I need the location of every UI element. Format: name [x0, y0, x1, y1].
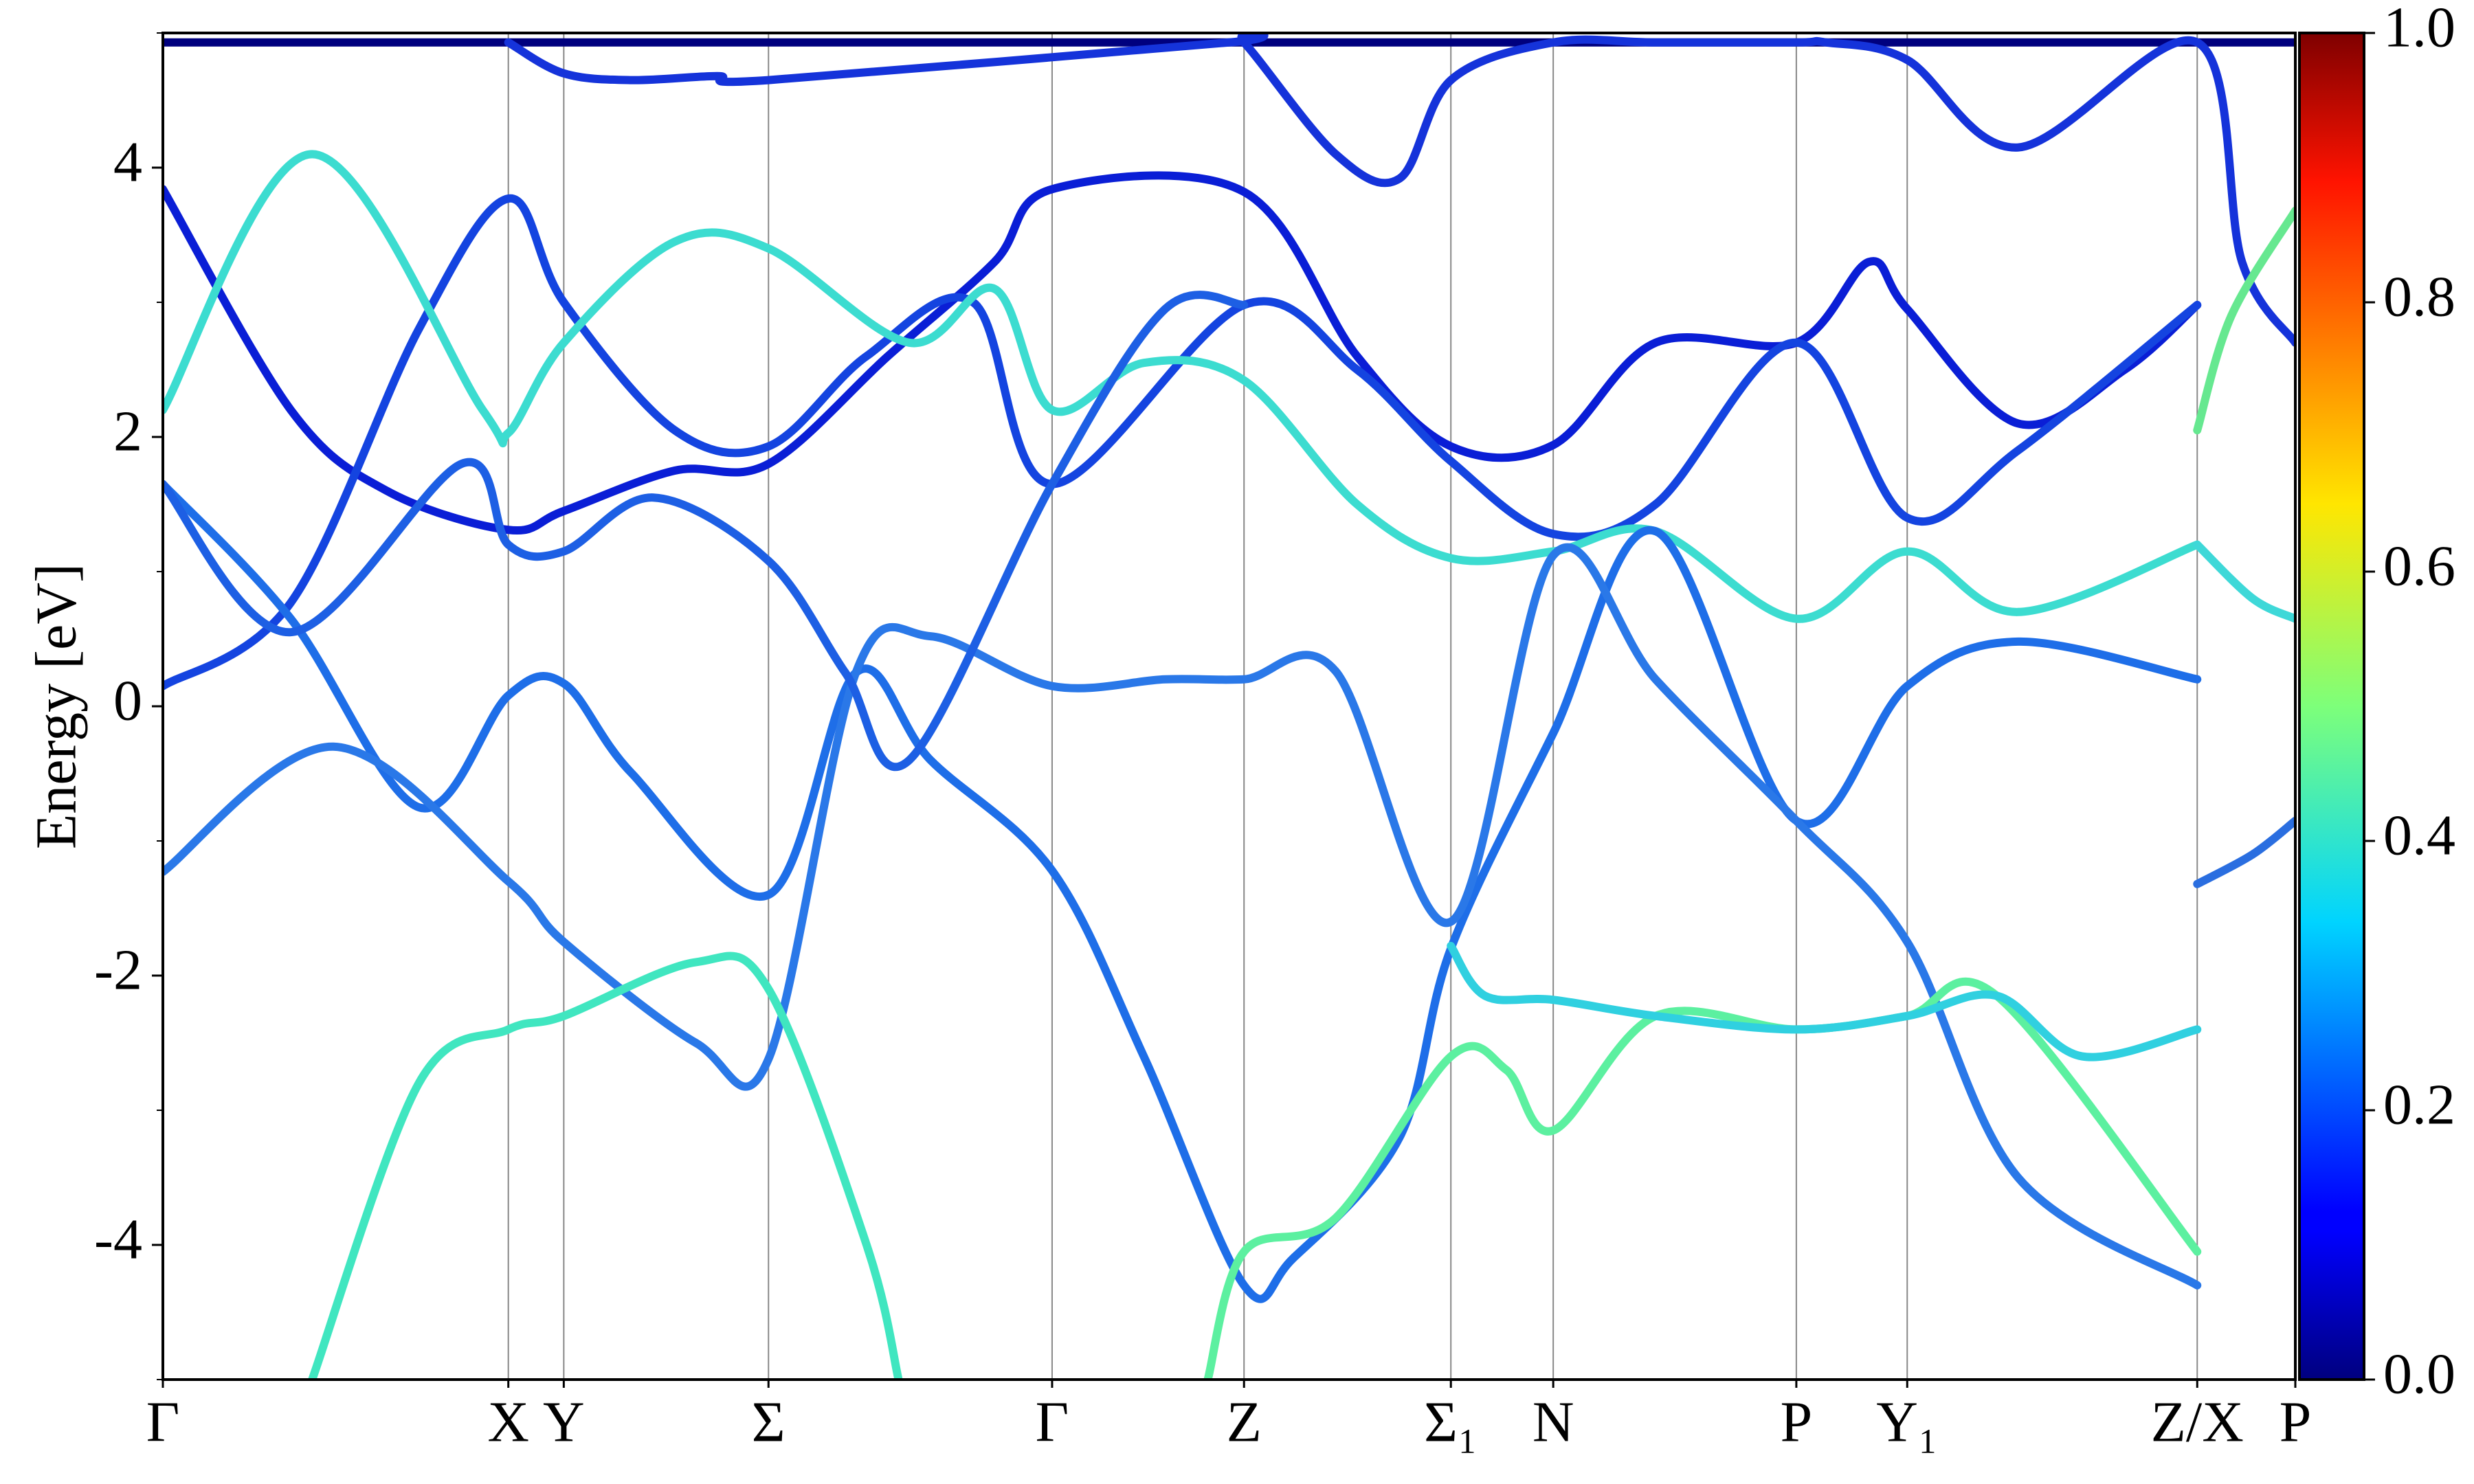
y-axis-label: Energy [eV] — [24, 563, 88, 849]
band-line — [2193, 816, 2295, 888]
band-line — [504, 33, 2295, 347]
x-tick-label: P — [1781, 1390, 1813, 1454]
x-tick-label: P — [2280, 1390, 2312, 1454]
band-line — [163, 171, 2202, 535]
axes: Γ X Y Σ Γ Z Σ₁ N P Y₁ Z/X P -4 -2 0 2 4 0.0 0.2 0.4 0.6 0.8 1.… — [94, 0, 2455, 1454]
band-line — [163, 150, 2202, 623]
colorbar-tick-label: 0.8 — [2383, 265, 2455, 328]
plot-frame — [161, 32, 2297, 1381]
band-line — [163, 291, 1249, 772]
y-tick-label: -2 — [94, 938, 142, 1002]
y-tick-label: -4 — [94, 1207, 142, 1271]
x-tick-label: X — [487, 1390, 529, 1454]
band-line — [163, 543, 2202, 1290]
y-tick-label: 4 — [113, 130, 142, 194]
band-line — [163, 480, 2202, 1303]
x-tick-label: Z — [1227, 1390, 1262, 1454]
colorbar-tick-label: 1.0 — [2383, 0, 2455, 59]
band-line — [163, 194, 2202, 690]
x-tick-label: Γ — [1036, 1390, 1069, 1454]
x-tick-label: Y — [543, 1390, 585, 1454]
band-line — [2193, 206, 2295, 435]
x-tick-label: Σ₁ — [1424, 1390, 1478, 1454]
bands — [163, 33, 2295, 1380]
band-line — [308, 952, 903, 1380]
band-line — [1203, 977, 2202, 1380]
y-tick-label: 2 — [113, 399, 142, 463]
colorbar-tick-label: 0.4 — [2383, 803, 2455, 867]
colorbar-tick-label: 0.0 — [2383, 1342, 2455, 1406]
grid — [162, 33, 2296, 1380]
x-tick-label: N — [1533, 1390, 1574, 1454]
x-tick-label: Z/X — [2151, 1390, 2244, 1454]
colorbar-tick-label: 0.6 — [2383, 534, 2455, 598]
colorbar — [2298, 32, 2365, 1381]
x-tick-label: Σ — [752, 1390, 785, 1454]
band-line — [2193, 540, 2295, 623]
x-tick-label: Γ — [146, 1390, 180, 1454]
colorbar-tick-label: 0.2 — [2383, 1072, 2455, 1136]
x-tick-label: Y₁ — [1876, 1390, 1938, 1454]
y-tick-label: 0 — [113, 668, 142, 732]
band-line — [1447, 941, 2202, 1061]
